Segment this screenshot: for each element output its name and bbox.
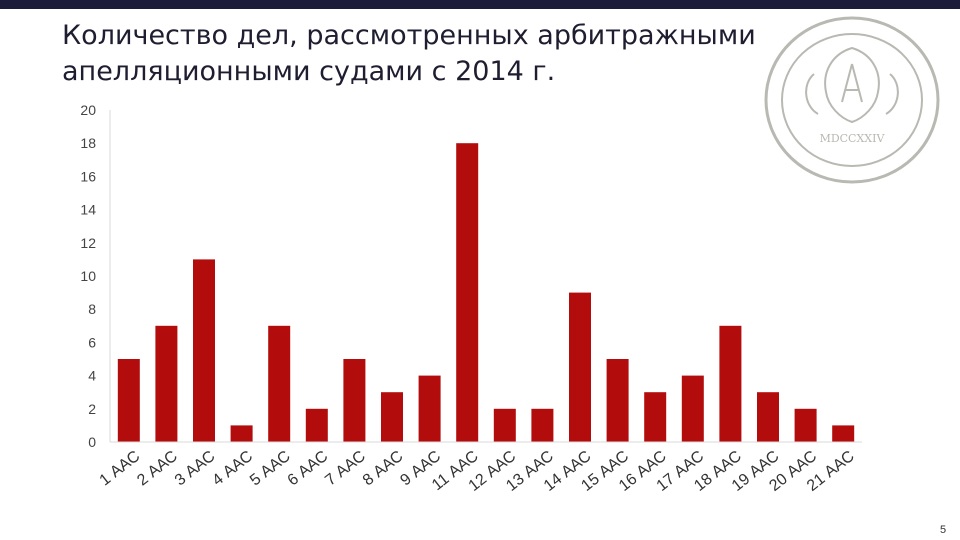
bars: [117, 143, 855, 442]
x-tick-label: 8 ААС: [360, 448, 407, 490]
bar: [268, 325, 291, 442]
bar: [794, 408, 817, 442]
top-accent-bar: [0, 0, 960, 9]
bar: [606, 359, 629, 442]
bar: [418, 375, 441, 442]
bar: [193, 259, 215, 442]
bar: [343, 359, 366, 442]
slide-title: Количество дел, рассмотренных арбитражны…: [62, 18, 862, 90]
y-tick-label: 4: [88, 368, 96, 384]
bar: [569, 292, 591, 442]
bar: [832, 425, 855, 442]
x-tick-label: 5 ААС: [247, 448, 294, 490]
bar: [381, 392, 403, 442]
bar: [681, 375, 704, 442]
x-tick-label: 4 ААС: [209, 448, 256, 490]
bar: [719, 325, 742, 442]
university-seal-logo: МDCCXXIV: [764, 16, 940, 184]
slide-title-line-1: Количество дел, рассмотренных арбитражны…: [62, 20, 756, 51]
bar: [230, 425, 253, 442]
bar: [644, 392, 667, 442]
y-tick-label: 14: [80, 202, 96, 218]
bar: [757, 392, 779, 442]
x-tick-label: 6 ААС: [285, 448, 332, 490]
y-tick-label: 6: [88, 334, 96, 350]
y-tick-label: 16: [80, 168, 96, 184]
seal-text: МDCCXXIV: [820, 132, 886, 145]
y-tick-label: 8: [88, 301, 96, 317]
x-tick-label: 3 ААС: [172, 448, 219, 490]
bar: [531, 408, 554, 442]
x-tick-label: 2 ААС: [134, 448, 181, 490]
bar: [456, 143, 479, 442]
slide-title-line-2: апелляционными судами с 2014 г.: [62, 56, 556, 87]
y-tick-label: 10: [80, 268, 96, 284]
x-tick-label: 1 ААС: [97, 448, 144, 490]
x-tick-label: 7 ААС: [322, 448, 369, 490]
y-tick-label: 2: [88, 401, 96, 417]
bar: [305, 408, 328, 442]
bar: [493, 408, 516, 442]
bar: [155, 325, 178, 442]
page-number: 5: [940, 524, 947, 536]
y-tick-label: 12: [80, 235, 96, 251]
y-tick-label: 0: [88, 434, 96, 450]
y-axis-ticks: 0 2 4 6 8 10 12 14 16 18 20: [80, 102, 96, 450]
y-tick-label: 18: [80, 135, 96, 151]
y-tick-label: 20: [80, 102, 96, 118]
bar: [117, 359, 140, 442]
